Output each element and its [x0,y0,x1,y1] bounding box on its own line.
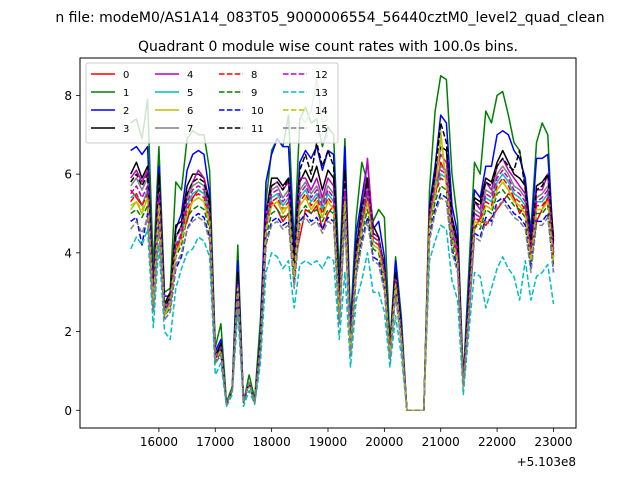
chart-title: Quadrant 0 module wise count rates with … [138,39,518,55]
y-tick-label: 0 [64,404,72,418]
legend-label: 12 [315,70,328,81]
figure-suptitle: n file: modeM0/AS1A14_083T05_9000006554_… [55,10,604,26]
y-tick-label: 8 [64,89,72,103]
legend-label: 6 [187,106,193,117]
x-tick-label: 23000 [534,435,572,449]
y-axis: 0 2 4 6 8 [64,89,80,418]
x-tick-label: 17000 [196,435,234,449]
legend-label: 10 [251,106,264,117]
legend-label: 13 [315,88,328,99]
x-tick-label: 21000 [422,435,460,449]
legend-label: 8 [251,70,257,81]
legend-label: 3 [123,124,129,135]
legend-label: 1 [123,88,129,99]
y-tick-label: 4 [64,246,72,260]
legend-label: 15 [315,124,328,135]
legend-label: 5 [187,88,193,99]
legend-label: 9 [251,88,257,99]
x-axis: 16000 17000 18000 19000 20000 21000 22000 23000 [140,428,573,449]
legend-label: 2 [123,106,129,117]
legend-label: 11 [251,124,264,135]
y-tick-label: 2 [64,325,72,339]
series-line-module-13 [130,224,555,412]
x-axis-offset-text: +5.103e8 [517,455,576,469]
x-tick-label: 18000 [253,435,291,449]
x-tick-label: 16000 [140,435,178,449]
x-tick-label: 20000 [365,435,403,449]
series-line-module-14 [130,137,555,412]
legend-label: 0 [123,70,129,81]
y-tick-label: 6 [64,168,72,182]
x-tick-label: 22000 [478,435,516,449]
legend-label: 14 [315,106,328,117]
series-line-module-15 [130,196,555,412]
legend-label: 4 [187,70,193,81]
legend-box [85,62,339,144]
legend-label: 7 [187,124,193,135]
x-tick-label: 19000 [309,435,347,449]
series-layer [130,74,555,412]
